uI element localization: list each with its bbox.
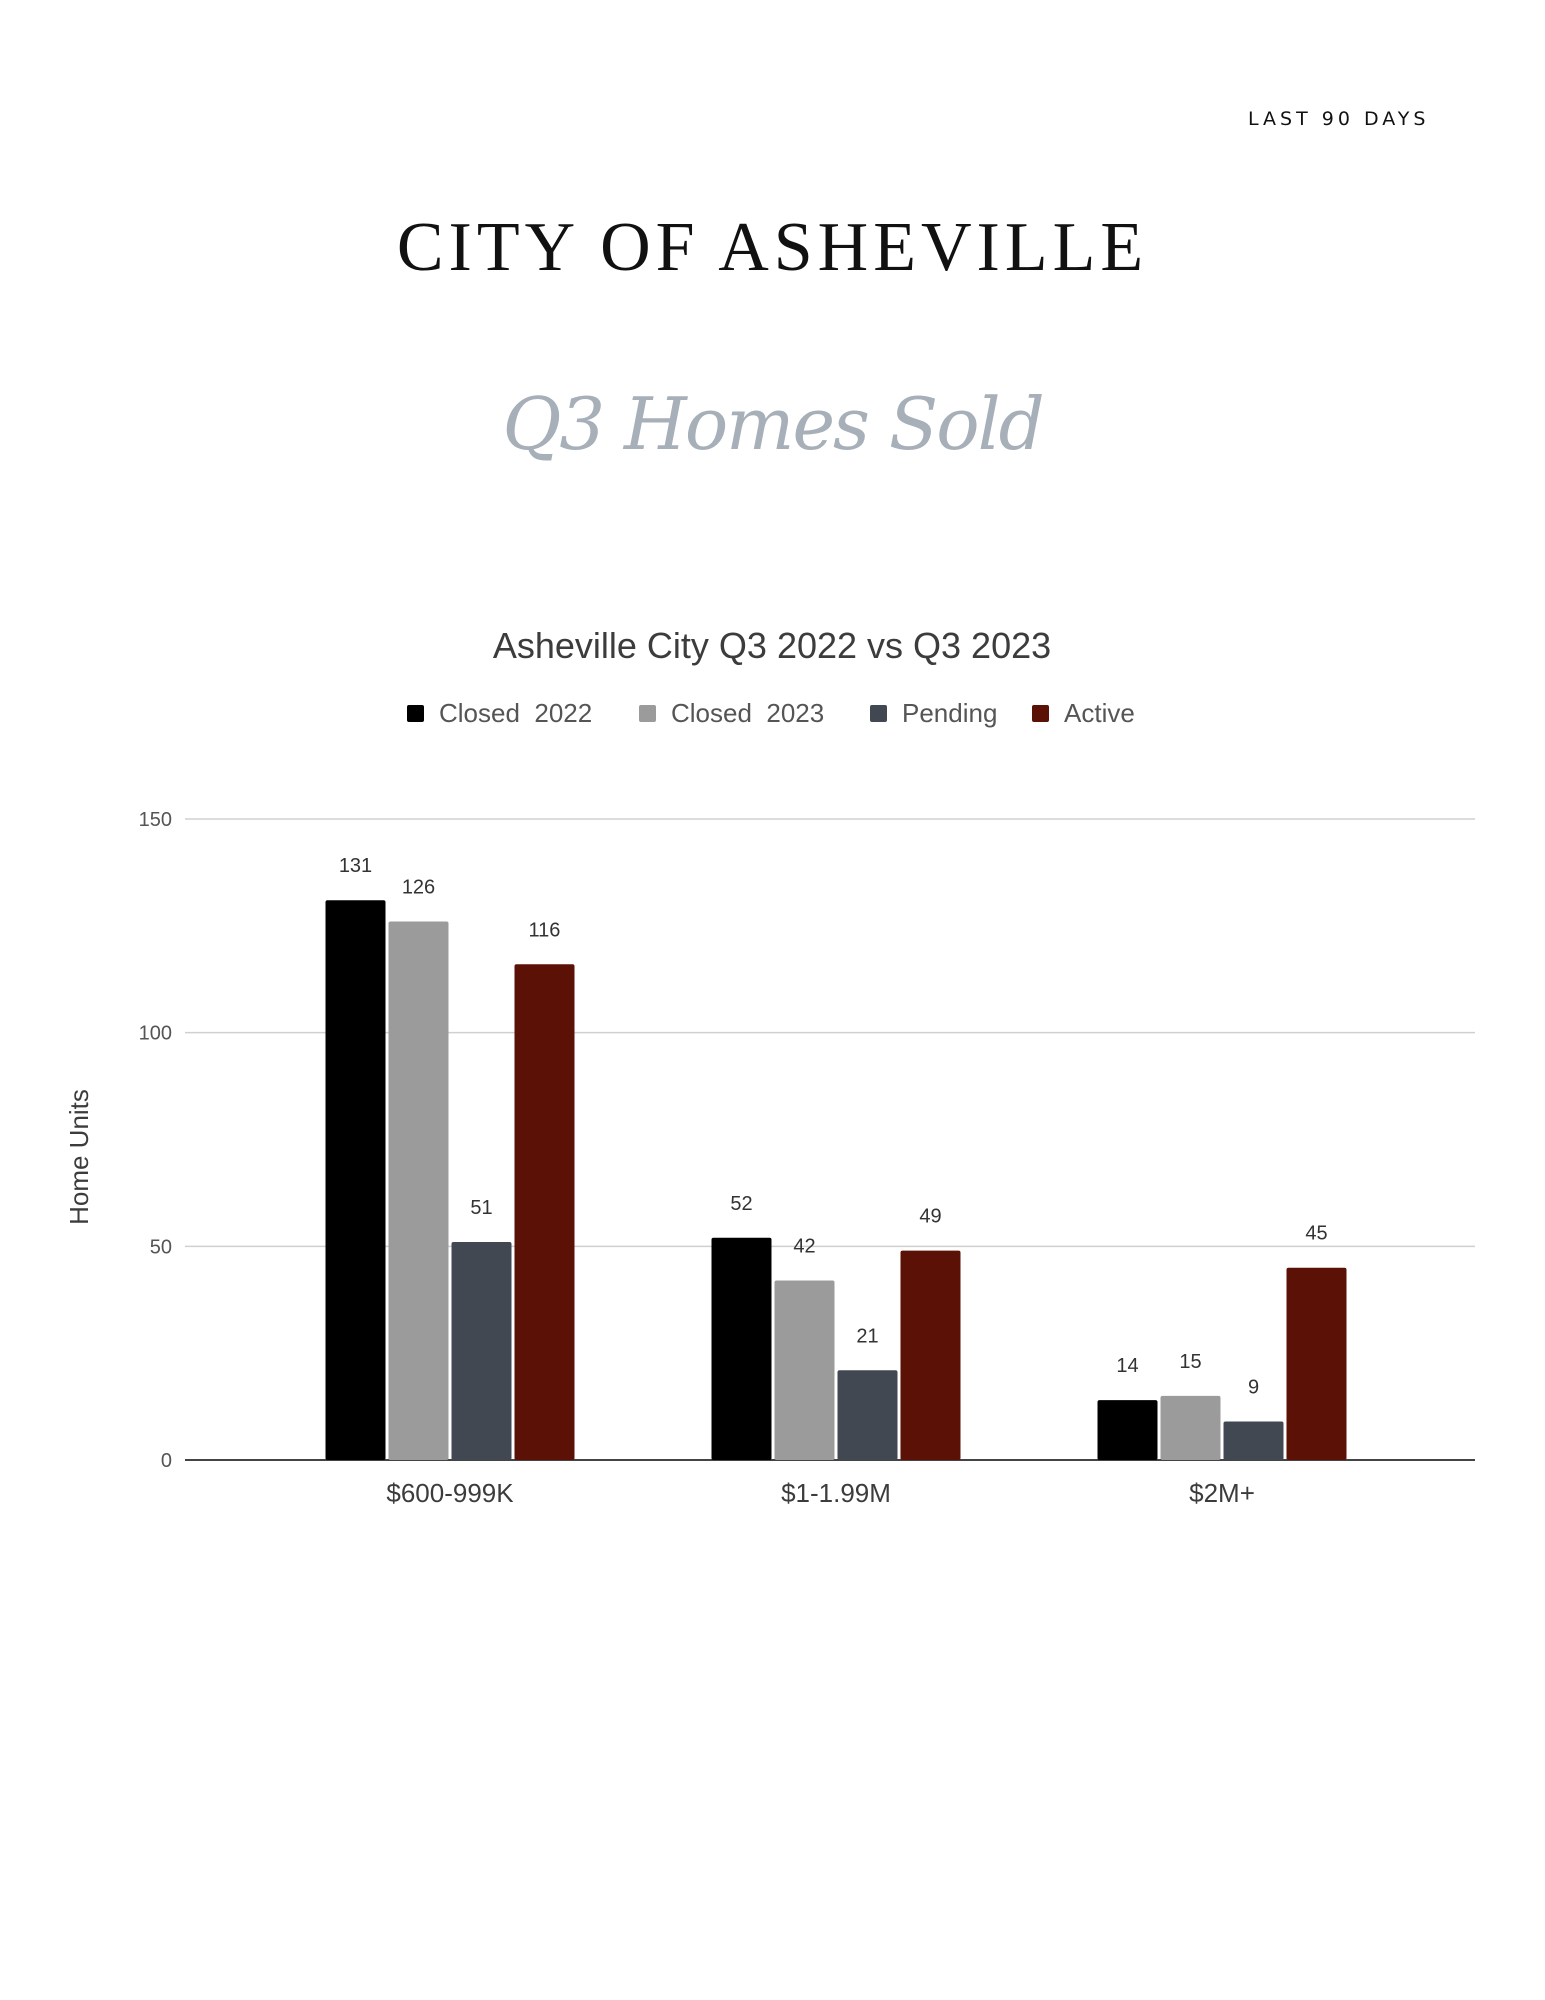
chart-data-labels: 131 126 51 116 52 42 21 49 14 15 9 45 bbox=[339, 855, 1328, 1398]
data-label: 15 bbox=[1179, 1351, 1201, 1373]
data-label: 51 bbox=[470, 1197, 492, 1219]
bar bbox=[1160, 1395, 1221, 1460]
bar bbox=[1286, 1267, 1347, 1460]
bar bbox=[514, 964, 575, 1460]
bar bbox=[774, 1280, 835, 1460]
y-tick-label: 50 bbox=[150, 1236, 172, 1258]
period-label: LAST 90 DAYS bbox=[1248, 108, 1430, 130]
y-axis-label: Home Units bbox=[64, 1089, 94, 1225]
bar bbox=[1097, 1400, 1158, 1460]
data-label: 49 bbox=[919, 1206, 941, 1228]
x-tick-label: $600-999K bbox=[386, 1478, 514, 1508]
data-label: 9 bbox=[1248, 1377, 1259, 1399]
data-label: 126 bbox=[402, 877, 435, 899]
bar bbox=[711, 1237, 772, 1460]
data-label: 14 bbox=[1116, 1355, 1138, 1377]
page-subtitle: Q3 Homes Sold bbox=[502, 382, 1044, 466]
data-label: 45 bbox=[1305, 1223, 1327, 1245]
data-label: 21 bbox=[856, 1325, 878, 1347]
bar bbox=[900, 1250, 961, 1460]
chart-legend: Closed 2022 Closed 2023 Pending Active bbox=[407, 698, 1135, 728]
bar bbox=[1223, 1421, 1284, 1460]
y-tick-label: 100 bbox=[139, 1023, 172, 1045]
legend-label: Active bbox=[1064, 698, 1135, 728]
legend-label: Pending bbox=[902, 698, 997, 728]
x-axis: $600-999K $1-1.99M $2M+ bbox=[386, 1478, 1255, 1508]
chart-title: Asheville City Q3 2022 vs Q3 2023 bbox=[493, 625, 1051, 666]
page-title: CITY OF ASHEVILLE bbox=[396, 209, 1149, 286]
x-tick-label: $1-1.99M bbox=[781, 1478, 891, 1508]
legend-swatch bbox=[870, 705, 887, 722]
legend-swatch bbox=[1032, 705, 1049, 722]
legend-swatch bbox=[639, 705, 656, 722]
bar bbox=[325, 900, 386, 1460]
data-label: 131 bbox=[339, 855, 372, 877]
x-tick-label: $2M+ bbox=[1189, 1478, 1255, 1508]
y-tick-label: 0 bbox=[161, 1450, 172, 1472]
data-label: 52 bbox=[730, 1193, 752, 1215]
data-label: 42 bbox=[793, 1236, 815, 1258]
bar bbox=[388, 921, 449, 1460]
legend-label: Closed 2022 bbox=[439, 698, 592, 728]
chart-bars bbox=[325, 900, 1347, 1460]
data-label: 116 bbox=[529, 919, 561, 941]
bar bbox=[837, 1370, 898, 1460]
bar bbox=[451, 1242, 512, 1460]
legend-swatch bbox=[407, 705, 424, 722]
legend-label: Closed 2023 bbox=[671, 698, 824, 728]
y-tick-label: 150 bbox=[139, 809, 172, 831]
